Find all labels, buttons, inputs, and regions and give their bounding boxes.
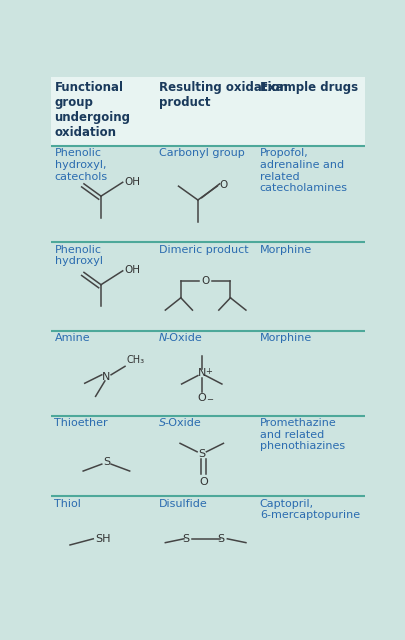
Text: S: S — [217, 534, 225, 544]
Text: Propofol,
adrenaline and
related
catecholamines: Propofol, adrenaline and related catecho… — [260, 148, 348, 193]
Text: Phenolic
hydroxyl: Phenolic hydroxyl — [55, 244, 102, 266]
Text: OH: OH — [124, 177, 140, 186]
Text: O: O — [220, 180, 228, 190]
Text: −: − — [207, 395, 213, 404]
Text: S: S — [159, 418, 166, 428]
Text: SH: SH — [95, 534, 110, 544]
Text: Example drugs: Example drugs — [260, 81, 358, 93]
Text: S: S — [103, 457, 110, 467]
Text: Amine: Amine — [55, 333, 90, 343]
Text: Morphine: Morphine — [260, 244, 312, 255]
Bar — [51, 77, 364, 146]
Text: Dimeric product: Dimeric product — [159, 244, 249, 255]
Text: Thioether: Thioether — [55, 418, 108, 428]
Text: Phenolic
hydroxyl,
catechols: Phenolic hydroxyl, catechols — [55, 148, 108, 182]
Text: Captopril,
6-mercaptopurine: Captopril, 6-mercaptopurine — [260, 499, 360, 520]
Text: Carbonyl group: Carbonyl group — [159, 148, 245, 159]
Text: OH: OH — [124, 265, 140, 275]
Text: O: O — [202, 276, 210, 286]
Text: CH₃: CH₃ — [127, 355, 145, 365]
Text: Disulfide: Disulfide — [159, 499, 208, 509]
Text: +: + — [206, 367, 213, 376]
Text: Resulting oxidation
product: Resulting oxidation product — [159, 81, 288, 109]
Text: -Oxide: -Oxide — [164, 418, 201, 428]
Text: Thiol: Thiol — [55, 499, 81, 509]
Text: S: S — [198, 449, 205, 459]
Text: N: N — [159, 333, 168, 343]
Text: N: N — [198, 368, 206, 378]
Text: N: N — [102, 372, 111, 382]
Text: Functional
group
undergoing
oxidation: Functional group undergoing oxidation — [55, 81, 130, 139]
Text: Morphine: Morphine — [260, 333, 312, 343]
Text: -Oxide: -Oxide — [165, 333, 202, 343]
Text: O: O — [199, 477, 208, 487]
Text: S: S — [182, 534, 189, 544]
Text: Promethazine
and related
phenothiazines: Promethazine and related phenothiazines — [260, 418, 345, 451]
Text: O: O — [197, 393, 206, 403]
